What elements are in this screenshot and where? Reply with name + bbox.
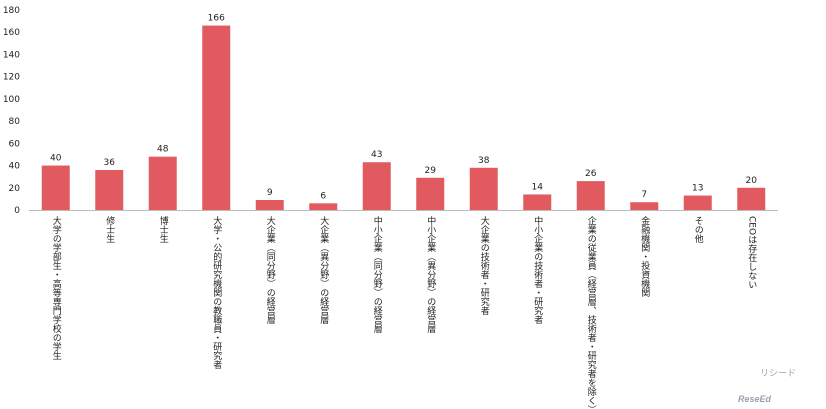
data-label: 7 [641,190,647,200]
data-label: 40 [50,154,62,164]
bar [95,170,124,210]
watermark-subtext: リシード [760,369,796,379]
bar [683,195,712,210]
data-label: 38 [478,156,490,166]
x-tick-label: 企業の従業員（経営層、技術者・研究者を除く） [586,215,597,409]
bar [416,177,445,210]
x-tick-label: 中小企業（同分野）の経営層 [372,215,383,334]
data-label: 166 [208,14,225,24]
watermark: ReseEd [738,394,772,404]
bar [469,167,498,210]
data-label: 6 [320,191,326,201]
x-tick-label: 大企業（異分野）の経営層 [318,215,329,325]
bar [576,181,605,210]
x-tick-label: 大企業（同分野）の経営層 [265,215,276,325]
bar [362,162,391,210]
x-tick-label: 博士生 [158,215,169,243]
data-label: 13 [692,184,703,194]
data-label: 43 [371,150,382,160]
x-tick-label: CEOは存在しない [746,216,757,289]
x-tick-label: 中小企業の技術者・研究者 [532,215,543,324]
x-tick-label: その他 [693,216,704,244]
y-tick-label: 160 [3,28,20,38]
data-label: 29 [425,166,437,176]
y-tick-label: 40 [9,162,21,172]
data-label: 14 [532,182,544,192]
data-label: 36 [104,158,116,168]
bar [148,156,177,210]
x-tick-label: 大学・公的研究機関の教職員・研究者 [211,215,222,369]
data-label: 20 [746,176,758,186]
x-tick-label: 修士生 [104,215,115,243]
y-tick-label: 100 [3,95,20,105]
x-tick-label: 大学の学部生・高等専門学校の学生 [51,215,62,360]
bar [255,200,284,210]
y-tick-label: 140 [3,50,20,60]
x-tick-label: 大企業の技術者・研究者 [479,215,490,315]
bar [202,25,231,210]
bar [523,194,552,210]
bar [41,165,70,210]
x-tick-label: 金融機関・投資機関 [639,215,650,298]
y-tick-label: 180 [3,6,20,16]
y-tick-label: 20 [9,184,21,194]
y-tick-label: 0 [14,206,20,216]
bar [737,187,766,210]
x-tick-label: 中小企業（異分野）の経営層 [425,215,436,334]
bar [309,203,338,210]
y-tick-label: 60 [9,139,21,149]
data-label: 48 [157,145,169,155]
y-tick-label: 120 [3,73,20,83]
data-label: 9 [267,188,273,198]
data-label: 26 [585,169,597,179]
bar [630,202,659,210]
y-tick-label: 80 [9,117,21,127]
